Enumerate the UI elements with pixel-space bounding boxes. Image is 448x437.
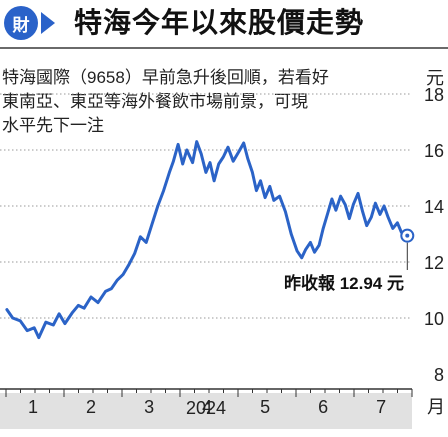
description-line-2: 東南亞、東亞等海外餐飲市場前景，可現 xyxy=(2,92,308,111)
y-tick-label-16: 16 xyxy=(424,141,444,161)
title-divider xyxy=(0,47,448,49)
year-band xyxy=(0,393,412,429)
description-line-1: 特海國際（9658）早前急升後回順，若看好 xyxy=(2,68,329,87)
y-tick-label-12: 12 xyxy=(424,253,444,273)
x-axis-unit: 月 xyxy=(427,397,445,418)
y-tick-label-10: 10 xyxy=(424,309,444,329)
y-tick-label-14: 14 xyxy=(424,197,444,217)
annotation-layer: 昨收報 12.94 元 xyxy=(284,228,415,293)
description: 特海國際（9658）早前急升後回順，若看好 東南亞、東亞等海外餐飲市場前景，可現… xyxy=(2,66,390,138)
header: 財 特海今年以來股價走勢 xyxy=(0,0,448,49)
chart-title: 特海今年以來股價走勢 xyxy=(74,7,365,38)
year-label: 2024 xyxy=(185,398,227,418)
x-tick-label-6: 6 xyxy=(318,397,328,417)
logo-badge: 財 xyxy=(4,6,38,40)
y-axis: 8 10 12 14 16 18元 xyxy=(424,68,444,385)
last-point-dot xyxy=(405,233,410,238)
x-tick-label-2: 2 xyxy=(86,397,96,417)
y-tick-label-18: 18 xyxy=(424,85,444,105)
y-axis-unit: 元 xyxy=(426,68,444,89)
series-layer xyxy=(5,140,409,340)
logo-text: 財 xyxy=(12,15,30,35)
x-tick-label-7: 7 xyxy=(376,397,386,417)
description-line-3: 水平先下一注 xyxy=(2,116,104,135)
x-tick-label-1: 1 xyxy=(28,397,38,417)
x-tick-label-3: 3 xyxy=(144,397,154,417)
y-tick-label-8: 8 xyxy=(434,365,444,385)
x-tick-label-4: 4 xyxy=(202,397,212,417)
series-line-0 xyxy=(5,140,409,340)
x-axis: 1 2 3 4 5 6 7 月 xyxy=(0,388,445,418)
arrow-icon xyxy=(41,12,55,34)
last-price-annotation: 昨收報 12.94 元 xyxy=(284,273,404,293)
x-tick-label-5: 5 xyxy=(260,397,270,417)
